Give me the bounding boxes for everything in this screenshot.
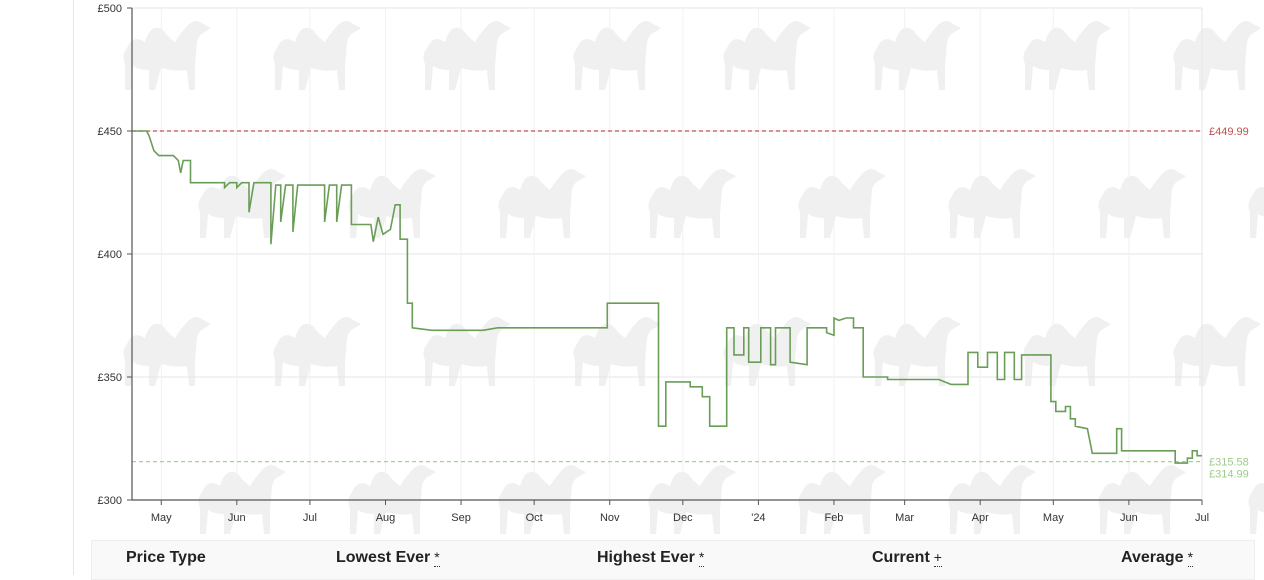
x-tick-label: Jun xyxy=(1120,512,1138,524)
camel-watermark-icon xyxy=(198,169,286,238)
price-history-line xyxy=(132,130,1202,464)
camel-watermark-icon xyxy=(1248,187,1264,238)
chart-grid xyxy=(132,7,1203,501)
x-tick-label: May xyxy=(1043,512,1064,524)
x-tick-label: '24 xyxy=(751,512,765,524)
average-info-icon[interactable]: * xyxy=(1187,549,1194,567)
x-tick-label: Jul xyxy=(1195,512,1209,524)
x-tick-label: May xyxy=(151,512,172,524)
camel-watermark-icon xyxy=(423,21,511,90)
camel-watermark-icon xyxy=(723,317,811,386)
camel-watermark-icon xyxy=(498,169,586,238)
camel-watermark-icon xyxy=(723,21,811,90)
camel-watermark-icon xyxy=(1023,317,1111,386)
x-tick-label: Oct xyxy=(526,512,543,524)
y-tick-label: £500 xyxy=(98,3,122,15)
reference-label-average: £315.58 xyxy=(1209,457,1249,469)
x-tick-label: Jun xyxy=(228,512,246,524)
x-tick-label: Aug xyxy=(376,512,396,524)
x-tick-label: Nov xyxy=(600,512,620,524)
y-tick-label: £450 xyxy=(98,126,122,138)
x-tick-label: Sep xyxy=(451,512,471,524)
header-price-type: Price Type xyxy=(126,549,206,566)
camel-watermark-icon xyxy=(873,21,961,90)
header-current: Current + xyxy=(872,549,942,567)
highest-ever-info-icon[interactable]: * xyxy=(698,549,705,567)
camel-watermark-icon xyxy=(1023,21,1111,90)
header-lowest-ever: Lowest Ever * xyxy=(336,549,440,567)
camel-watermark-icon xyxy=(573,21,661,90)
y-tick-label: £350 xyxy=(98,372,122,384)
price-history-chart: £449.99 £315.58£314.99 £300 £350 £400 £450 £5… xyxy=(98,3,1264,534)
camel-watermark-icon xyxy=(648,169,736,238)
camel-watermark-icon xyxy=(348,169,436,238)
reference-label-lowest: £314.99 xyxy=(1209,469,1249,481)
price-table-header: Price Type Lowest Ever * Highest Ever * Cu… xyxy=(91,540,1255,580)
camel-watermark-icon xyxy=(948,169,1036,238)
x-tick-label: Apr xyxy=(972,512,989,524)
camel-watermark-icon xyxy=(423,317,511,386)
camel-watermark-icon xyxy=(273,21,361,90)
reference-label-highest: £449.99 xyxy=(1209,126,1249,138)
camel-watermark-icon xyxy=(873,317,961,386)
x-tick-label: Feb xyxy=(824,512,843,524)
y-tick-label: £300 xyxy=(98,495,122,507)
camel-watermark-icon xyxy=(123,317,211,386)
header-highest-ever: Highest Ever * xyxy=(597,549,705,567)
camel-watermark-icon xyxy=(1173,317,1261,386)
camel-watermark-icon xyxy=(1248,483,1264,534)
price-series xyxy=(132,130,1202,464)
camel-watermark-icon xyxy=(273,317,361,386)
page-border xyxy=(73,0,74,575)
watermark-layer xyxy=(123,21,1264,534)
x-tick-label: Jul xyxy=(303,512,317,524)
current-info-icon[interactable]: + xyxy=(933,549,942,567)
camel-watermark-icon xyxy=(1098,169,1186,238)
reference-lines: £449.99 £315.58£314.99 xyxy=(132,126,1249,481)
header-average: Average * xyxy=(1121,549,1194,567)
camel-watermark-icon xyxy=(123,21,211,90)
y-axis-ticks: £300 £350 £400 £450 £500 xyxy=(98,3,132,507)
x-axis-ticks: May Jun Jul Aug Sep Oct Nov Dec '24 Feb Mar Apr May J… xyxy=(151,500,1209,524)
camel-watermark-icon xyxy=(573,317,661,386)
x-tick-label: Mar xyxy=(895,512,914,524)
y-tick-label: £400 xyxy=(98,249,122,261)
x-tick-label: Dec xyxy=(673,512,693,524)
lowest-ever-info-icon[interactable]: * xyxy=(434,549,440,567)
camel-watermark-icon xyxy=(1173,21,1261,90)
camel-watermark-icon xyxy=(798,169,886,238)
